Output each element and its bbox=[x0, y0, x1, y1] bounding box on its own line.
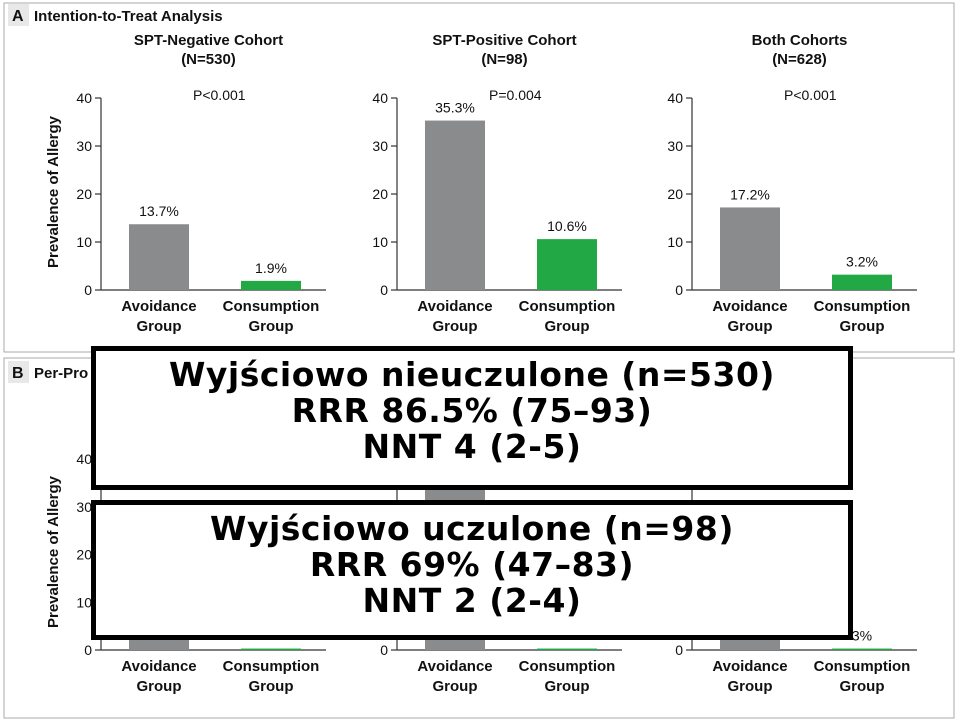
x-tick-label: Avoidance bbox=[712, 658, 787, 675]
y-axis-label: Prevalence of Allergy bbox=[45, 115, 62, 268]
x-tick-label: Consumption bbox=[223, 298, 320, 315]
y-tick-label: 10 bbox=[372, 234, 388, 250]
x-tick-label: Avoidance bbox=[417, 658, 492, 675]
bar-data-label: 35.3% bbox=[435, 100, 475, 116]
x-tick-label: Group bbox=[137, 678, 182, 695]
x-tick-label: Group bbox=[433, 318, 478, 335]
overlay-box-2-line-2: RRR 69% (47–83) bbox=[309, 545, 635, 584]
chart-title: SPT-Negative Cohort bbox=[134, 32, 283, 49]
x-tick-label: Group bbox=[433, 678, 478, 695]
x-tick-label: Avoidance bbox=[417, 298, 492, 315]
y-tick-label: 0 bbox=[84, 282, 92, 298]
y-tick-label: 0 bbox=[84, 642, 92, 658]
overlay-box-2-line-3: NNT 2 (2-4) bbox=[362, 581, 582, 620]
bar-data-label: 3% bbox=[852, 628, 872, 644]
y-tick-label: 30 bbox=[372, 138, 388, 154]
y-tick-label: 10 bbox=[667, 234, 683, 250]
overlay-box-1-line-1: Wyjściowo nieuczulone (n=530) bbox=[168, 355, 776, 394]
section-b-letter: B bbox=[12, 365, 24, 382]
x-tick-label: Group bbox=[249, 678, 294, 695]
section-b-letter-bg bbox=[8, 361, 29, 383]
y-tick-label: 20 bbox=[76, 186, 92, 202]
x-tick-label: Group bbox=[728, 678, 773, 695]
chart-title: SPT-Positive Cohort bbox=[432, 32, 576, 49]
section-a-title: Intention-to-Treat Analysis bbox=[34, 8, 223, 25]
bar-data-label: 3.2% bbox=[846, 254, 878, 270]
bar-data-label: 13.7% bbox=[139, 203, 179, 219]
y-tick-label: 40 bbox=[76, 90, 92, 106]
y-tick-label: 40 bbox=[667, 90, 683, 106]
chart-subtitle: (N=530) bbox=[181, 51, 236, 68]
y-tick-label: 0 bbox=[380, 282, 388, 298]
y-axis-label: Prevalence of Allergy bbox=[45, 475, 62, 628]
y-tick-label: 0 bbox=[380, 642, 388, 658]
chart-subtitle: (N=98) bbox=[481, 51, 527, 68]
x-tick-label: Group bbox=[545, 678, 590, 695]
y-tick-label: 20 bbox=[76, 547, 92, 563]
x-tick-label: Avoidance bbox=[712, 298, 787, 315]
x-tick-label: Group bbox=[545, 318, 590, 335]
section-b-title: Per-Pro bbox=[34, 365, 88, 382]
y-tick-label: 0 bbox=[675, 642, 683, 658]
bar-avoidance bbox=[720, 207, 780, 290]
bar-avoidance bbox=[129, 224, 189, 290]
x-tick-label: Group bbox=[249, 318, 294, 335]
x-tick-label: Consumption bbox=[519, 298, 616, 315]
bar-consumption bbox=[241, 648, 301, 650]
x-tick-label: Avoidance bbox=[121, 658, 196, 675]
bar-data-label: 17.2% bbox=[730, 186, 770, 202]
y-tick-label: 30 bbox=[667, 138, 683, 154]
bar-consumption bbox=[832, 274, 892, 290]
y-tick-label: 0 bbox=[675, 282, 683, 298]
x-tick-label: Consumption bbox=[814, 658, 911, 675]
chart-title: Both Cohorts bbox=[752, 32, 848, 49]
p-value-label: P<0.001 bbox=[784, 87, 837, 103]
bar-consumption bbox=[832, 648, 892, 650]
x-tick-label: Group bbox=[840, 678, 885, 695]
y-tick-label: 20 bbox=[667, 186, 683, 202]
x-tick-label: Consumption bbox=[519, 658, 616, 675]
y-tick-label: 10 bbox=[76, 594, 92, 610]
bar-consumption bbox=[241, 280, 301, 290]
x-tick-label: Group bbox=[137, 318, 182, 335]
x-tick-label: Avoidance bbox=[121, 298, 196, 315]
y-tick-label: 40 bbox=[76, 451, 92, 467]
overlay-box-1-line-2: RRR 86.5% (75–93) bbox=[291, 391, 653, 430]
section-a-letter: A bbox=[12, 8, 24, 25]
p-value-label: P=0.004 bbox=[489, 87, 542, 103]
p-value-label: P<0.001 bbox=[193, 87, 246, 103]
y-tick-label: 10 bbox=[76, 234, 92, 250]
x-tick-label: Group bbox=[728, 318, 773, 335]
bar-data-label: 10.6% bbox=[547, 218, 587, 234]
bar-consumption bbox=[537, 648, 597, 650]
y-tick-label: 20 bbox=[372, 186, 388, 202]
bar-avoidance bbox=[425, 120, 485, 290]
bar-consumption bbox=[537, 239, 597, 290]
x-tick-label: Consumption bbox=[814, 298, 911, 315]
section-a-letter-bg bbox=[8, 4, 29, 26]
overlay-box-nieuczulone: Wyjściowo nieuczulone (n=530) RRR 86.5% … bbox=[91, 346, 853, 490]
y-tick-label: 40 bbox=[372, 90, 388, 106]
chart-subtitle: (N=628) bbox=[772, 51, 827, 68]
x-tick-label: Group bbox=[840, 318, 885, 335]
overlay-box-2-line-1: Wyjściowo uczulone (n=98) bbox=[210, 509, 734, 548]
y-tick-label: 30 bbox=[76, 499, 92, 515]
overlay-box-1-line-3: NNT 4 (2-5) bbox=[362, 427, 582, 466]
overlay-box-uczulone: Wyjściowo uczulone (n=98) RRR 69% (47–83… bbox=[91, 500, 853, 640]
bar-data-label: 1.9% bbox=[255, 260, 287, 276]
y-tick-label: 30 bbox=[76, 138, 92, 154]
x-tick-label: Consumption bbox=[223, 658, 320, 675]
